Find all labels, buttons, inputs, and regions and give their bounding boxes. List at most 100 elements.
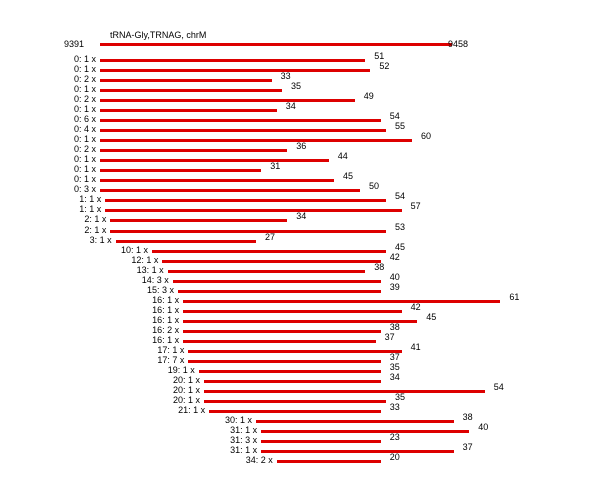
read-label: 0: 6 x <box>73 114 96 125</box>
read-label: 30: 1 x <box>224 415 252 426</box>
read-length-label: 35 <box>291 81 302 92</box>
read-bar <box>100 149 288 153</box>
read-length-label: 40 <box>389 271 400 282</box>
read-length-label: 23 <box>389 432 400 443</box>
read-length-label: 52 <box>379 61 390 72</box>
read-label: 12: 1 x <box>131 254 159 265</box>
read-label: 13: 1 x <box>136 264 164 275</box>
read-bar <box>110 229 386 233</box>
read-label: 3: 1 x <box>89 234 112 245</box>
read-bar <box>188 349 402 353</box>
read-length-label: 38 <box>389 321 400 332</box>
read-length-label: 38 <box>462 412 473 423</box>
read-bar <box>204 389 485 393</box>
read-length-label: 33 <box>280 71 291 82</box>
read-bar <box>198 369 381 373</box>
read-length-label: 49 <box>363 91 374 102</box>
read-length-label: 35 <box>395 392 406 403</box>
read-length-label: 37 <box>384 331 395 342</box>
read-bar <box>100 109 277 113</box>
read-label: 0: 1 x <box>73 164 96 175</box>
read-bar <box>167 269 366 273</box>
read-length-label: 34 <box>285 101 296 112</box>
read-length-label: 38 <box>374 261 385 272</box>
read-length-label: 61 <box>509 291 520 302</box>
read-length-label: 45 <box>343 171 354 182</box>
read-length-label: 40 <box>478 422 489 433</box>
read-bar <box>152 249 386 253</box>
read-label: 0: 1 x <box>73 64 96 75</box>
read-label: 16: 2 x <box>152 324 180 335</box>
read-label: 14: 3 x <box>141 274 169 285</box>
read-length-label: 53 <box>395 221 406 232</box>
read-bar <box>100 179 334 183</box>
read-length-label: 42 <box>389 251 400 262</box>
read-length-label: 35 <box>389 361 400 372</box>
read-bar <box>100 59 366 62</box>
read-bar <box>172 279 381 283</box>
read-length-label: 42 <box>410 301 421 312</box>
read-label: 0: 1 x <box>73 154 96 165</box>
read-bar <box>188 359 381 363</box>
read-label: 31: 1 x <box>230 425 258 436</box>
read-length-label: 27 <box>265 231 276 242</box>
read-label: 20: 1 x <box>172 374 200 385</box>
read-label: 2: 1 x <box>84 214 107 225</box>
read-bar <box>100 129 386 133</box>
read-length-label: 33 <box>389 402 400 413</box>
read-label: 34: 2 x <box>245 455 273 466</box>
read-label: 0: 1 x <box>73 134 96 145</box>
read-bar <box>183 309 402 313</box>
reference-bar <box>100 43 452 46</box>
read-label: 15: 3 x <box>146 284 174 295</box>
read-length-label: 57 <box>410 201 421 212</box>
read-length-label: 54 <box>395 191 406 202</box>
read-label: 31: 1 x <box>230 445 258 456</box>
read-length-label: 34 <box>389 371 400 382</box>
read-length-label: 34 <box>296 211 307 222</box>
read-length-label: 45 <box>426 311 437 322</box>
read-bar <box>100 139 412 143</box>
read-length-label: 60 <box>421 131 432 142</box>
read-bar <box>100 79 272 83</box>
read-label: 0: 4 x <box>73 124 96 135</box>
read-bar <box>183 329 381 333</box>
read-bar <box>261 440 381 444</box>
ref-end-label: 9458 <box>448 39 469 49</box>
read-bar <box>178 289 381 293</box>
read-length-label: 54 <box>389 111 400 122</box>
read-bar <box>183 299 501 303</box>
read-label: 20: 1 x <box>172 384 200 395</box>
read-length-label: 55 <box>395 121 406 132</box>
read-bar <box>183 339 376 343</box>
read-label: 2: 1 x <box>84 224 107 235</box>
read-length-label: 20 <box>389 452 400 463</box>
read-label: 0: 1 x <box>73 54 96 64</box>
read-bar <box>204 400 386 404</box>
read-length-label: 44 <box>337 151 348 162</box>
read-label: 17: 7 x <box>157 354 185 365</box>
read-bar <box>100 189 360 193</box>
read-bar <box>115 239 256 243</box>
read-length-label: 39 <box>389 281 400 292</box>
read-length-label: 41 <box>410 341 421 352</box>
read-label: 0: 2 x <box>73 74 96 85</box>
read-length-label: 36 <box>296 141 307 152</box>
read-bar <box>183 319 418 323</box>
read-bar <box>209 410 381 414</box>
read-label: 0: 2 x <box>73 94 96 105</box>
read-length-label: 37 <box>462 442 473 453</box>
read-bar <box>100 99 355 103</box>
read-label: 16: 1 x <box>152 314 180 325</box>
read-bar <box>100 89 282 93</box>
read-bar <box>100 169 262 173</box>
read-label: 0: 1 x <box>73 84 96 95</box>
read-bar <box>162 259 381 263</box>
read-label: 20: 1 x <box>172 395 200 406</box>
read-label: 17: 1 x <box>157 344 185 355</box>
read-length-label: 50 <box>369 181 380 192</box>
read-length-label: 51 <box>374 51 385 61</box>
read-bar <box>105 199 386 203</box>
read-length-label: 54 <box>493 381 504 392</box>
